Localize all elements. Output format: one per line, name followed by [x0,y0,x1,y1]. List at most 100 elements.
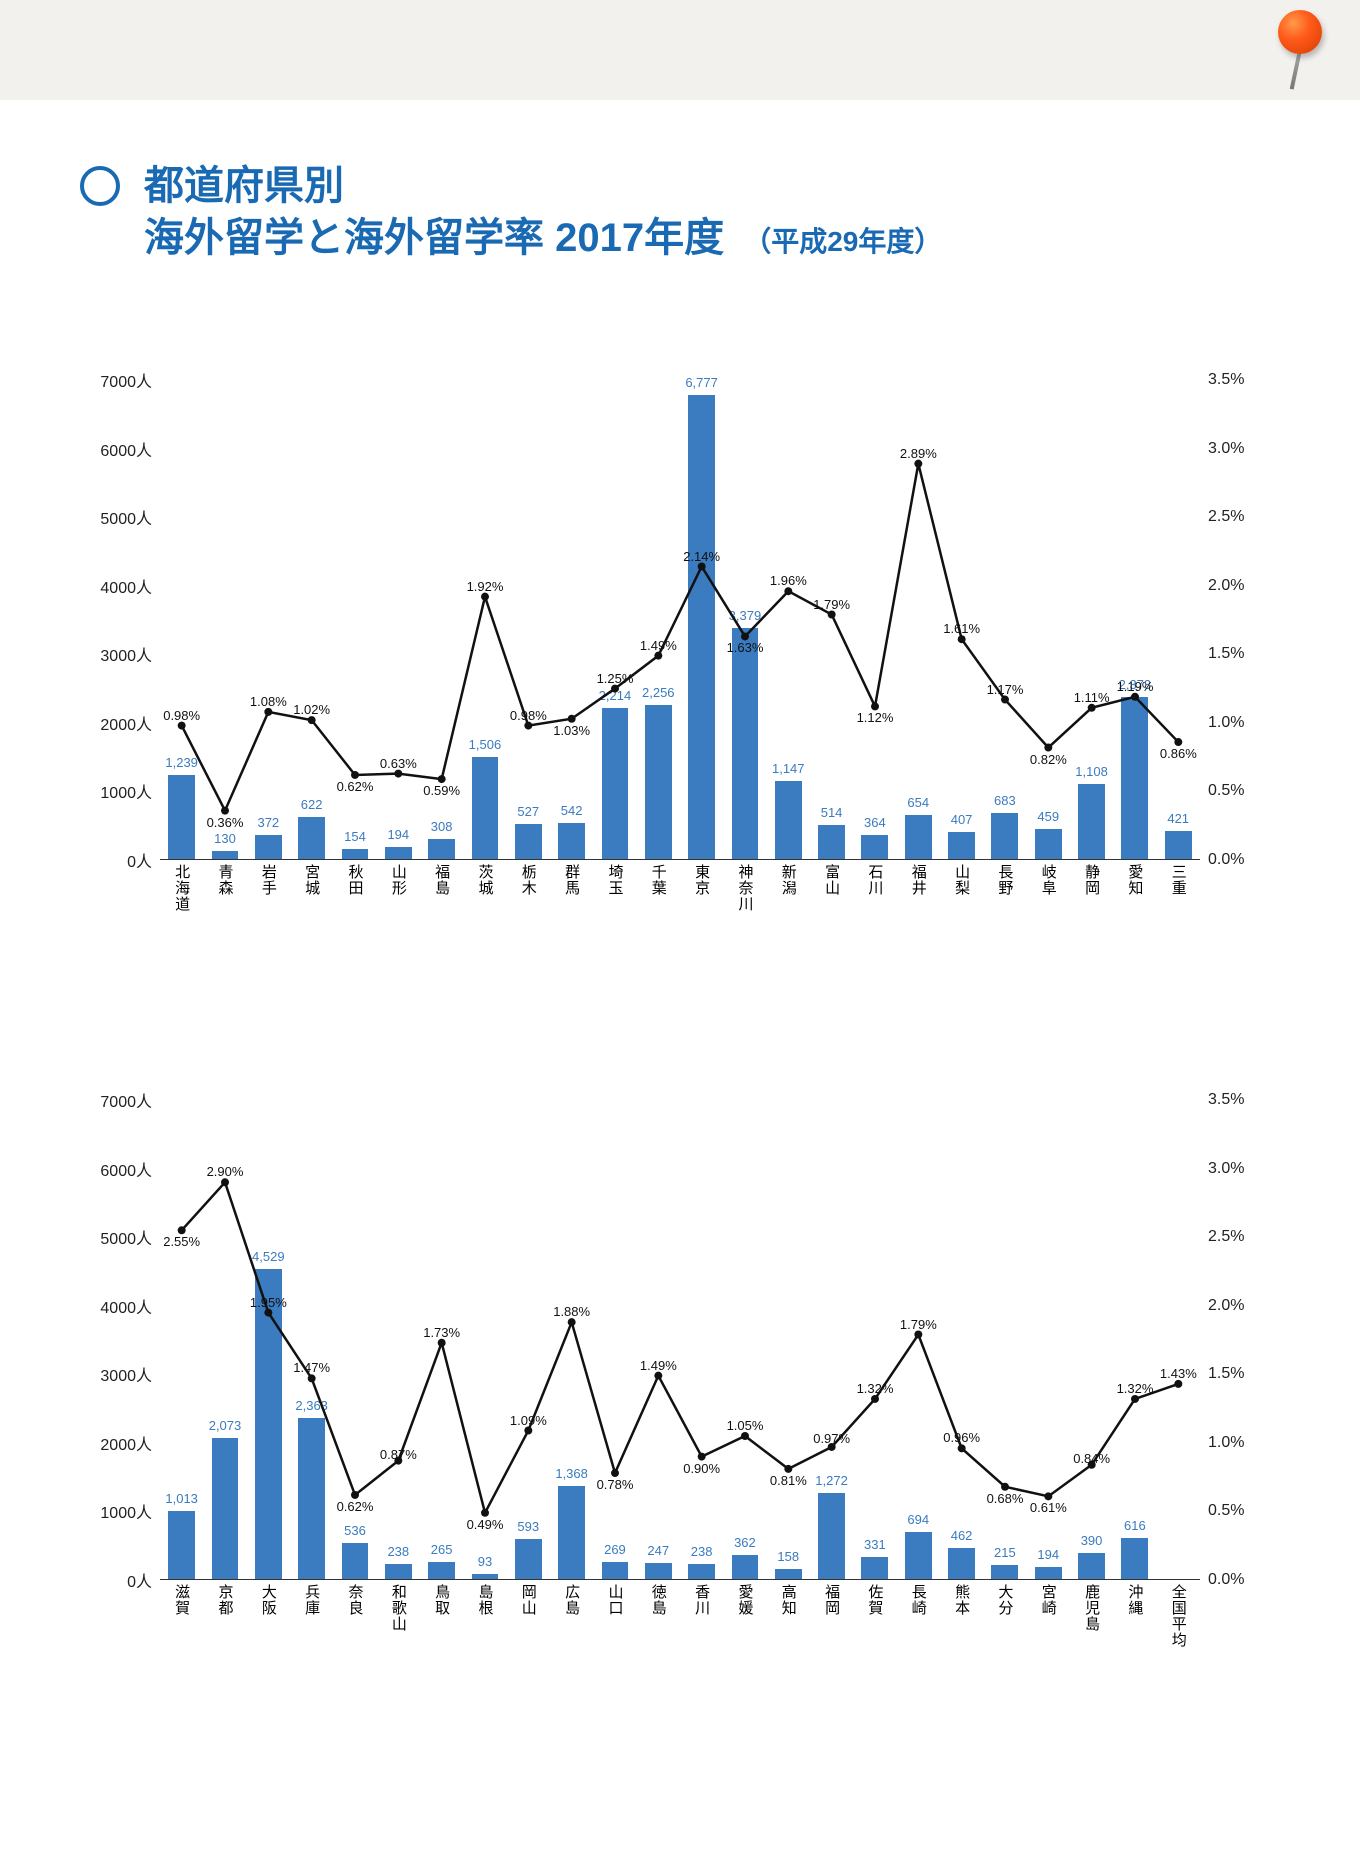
y-left-tick: 5000人 [80,505,152,529]
line-value-label: 1.02% [293,702,330,717]
x-category-label: 北海道 [160,860,203,940]
line-value-label: 1.32% [857,1381,894,1396]
y-left-tick: 1000人 [80,779,152,803]
y-right-tick: 3.5% [1208,371,1280,389]
pushpin-icon [1270,10,1330,90]
y-left-tick: 2000人 [80,711,152,735]
y-left-tick: 4000人 [80,1294,152,1318]
y-right-tick: 2.5% [1208,1228,1280,1246]
line-value-label: 1.11% [1074,690,1110,705]
line-value-label: 1.12% [857,710,894,725]
line-value-label: 2.89% [900,446,937,461]
y-left-tick: 3000人 [80,1362,152,1386]
line-value-label: 0.68% [987,1491,1024,1506]
line-value-label: 0.86% [1160,746,1197,761]
x-category-label: 千葉 [637,860,680,940]
x-category-label: 愛知 [1113,860,1156,940]
x-category-label: 山梨 [940,860,983,940]
line-value-label: 2.14% [683,549,720,564]
chart-2: 1,0132,0734,5292,363536238265935931,3682… [80,1100,1280,1660]
x-category-label: 福島 [420,860,463,940]
x-category-label: 群馬 [550,860,593,940]
y-right-tick: 0.5% [1208,1502,1280,1520]
x-category-label: 山形 [377,860,420,940]
y-right-tick: 3.0% [1208,1160,1280,1178]
x-category-label: 熊本 [940,1580,983,1660]
line-value-label: 0.96% [943,1430,980,1445]
x-category-label: 静岡 [1070,860,1113,940]
x-category-label: 大分 [983,1580,1026,1660]
y-left-tick: 2000人 [80,1431,152,1455]
x-category-label: 島根 [463,1580,506,1660]
line-value-label: 1.03% [553,723,590,738]
y-right-tick: 1.5% [1208,645,1280,663]
line-value-label: 2.90% [207,1164,244,1179]
y-left-tick: 1000人 [80,1499,152,1523]
x-category-label: 栃木 [507,860,550,940]
x-category-label: 福岡 [810,1580,853,1660]
y-right-tick: 2.0% [1208,1297,1280,1315]
x-category-label: 広島 [550,1580,593,1660]
y-right-tick: 0.5% [1208,782,1280,800]
x-category-label: 埼玉 [593,860,636,940]
x-category-label: 鹿児島 [1070,1580,1113,1660]
line-value-label: 0.59% [423,783,460,798]
line-value-label: 2.55% [163,1234,200,1249]
title-line-2-main: 海外留学と海外留学率 2017年度 [144,216,724,260]
x-category-label: 長崎 [897,1580,940,1660]
y-right-tick: 2.5% [1208,508,1280,526]
line-value-label: 0.62% [337,779,374,794]
line-value-label: 0.98% [510,708,547,723]
x-category-label: 三重 [1157,860,1200,940]
line-value-label: 1.43% [1160,1366,1197,1381]
line-series [160,380,1200,860]
line-value-label: 0.84% [1073,1451,1110,1466]
x-category-label: 青森 [203,860,246,940]
y-left-tick: 7000人 [80,368,152,392]
x-category-label: 富山 [810,860,853,940]
line-value-label: 1.95% [250,1295,287,1310]
line-value-label: 1.79% [900,1317,937,1332]
line-value-label: 0.49% [467,1517,504,1532]
line-value-label: 0.98% [163,708,200,723]
y-left-tick: 5000人 [80,1225,152,1249]
line-value-label: 0.63% [380,756,417,771]
line-value-label: 1.92% [467,579,504,594]
line-value-label: 0.81% [770,1473,807,1488]
x-category-label: 宮崎 [1027,1580,1070,1660]
x-category-label: 徳島 [637,1580,680,1660]
y-left-tick: 6000人 [80,1157,152,1181]
line-value-label: 1.96% [770,573,807,588]
line-value-label: 1.49% [640,638,677,653]
x-category-label: 滋賀 [160,1580,203,1660]
y-right-tick: 3.0% [1208,440,1280,458]
title-line-1: 都道府県別 [144,160,942,212]
x-category-label: 東京 [680,860,723,940]
x-category-label: 岩手 [247,860,290,940]
x-category-label: 茨城 [463,860,506,940]
line-value-label: 1.73% [423,1325,460,1340]
x-category-label: 秋田 [333,860,376,940]
line-value-label: 1.49% [640,1358,677,1373]
y-left-tick: 0人 [80,1568,152,1592]
x-category-label: 新潟 [767,860,810,940]
y-right-tick: 1.0% [1208,714,1280,732]
line-value-label: 0.97% [813,1431,850,1446]
x-category-label: 山口 [593,1580,636,1660]
x-category-label: 長野 [983,860,1026,940]
line-value-label: 1.47% [293,1360,330,1375]
x-category-label: 全国平均 [1157,1580,1200,1660]
y-left-tick: 6000人 [80,437,152,461]
line-value-label: 0.61% [1030,1500,1067,1515]
y-right-tick: 2.0% [1208,577,1280,595]
x-category-label: 高知 [767,1580,810,1660]
x-category-label: 京都 [203,1580,246,1660]
y-left-tick: 4000人 [80,574,152,598]
title-line-2-sub: （平成29年度） [743,226,942,257]
y-left-tick: 0人 [80,848,152,872]
top-band [0,0,1360,100]
y-right-tick: 1.0% [1208,1434,1280,1452]
x-category-label: 奈良 [333,1580,376,1660]
x-category-label: 福井 [897,860,940,940]
x-category-label: 愛媛 [723,1580,766,1660]
